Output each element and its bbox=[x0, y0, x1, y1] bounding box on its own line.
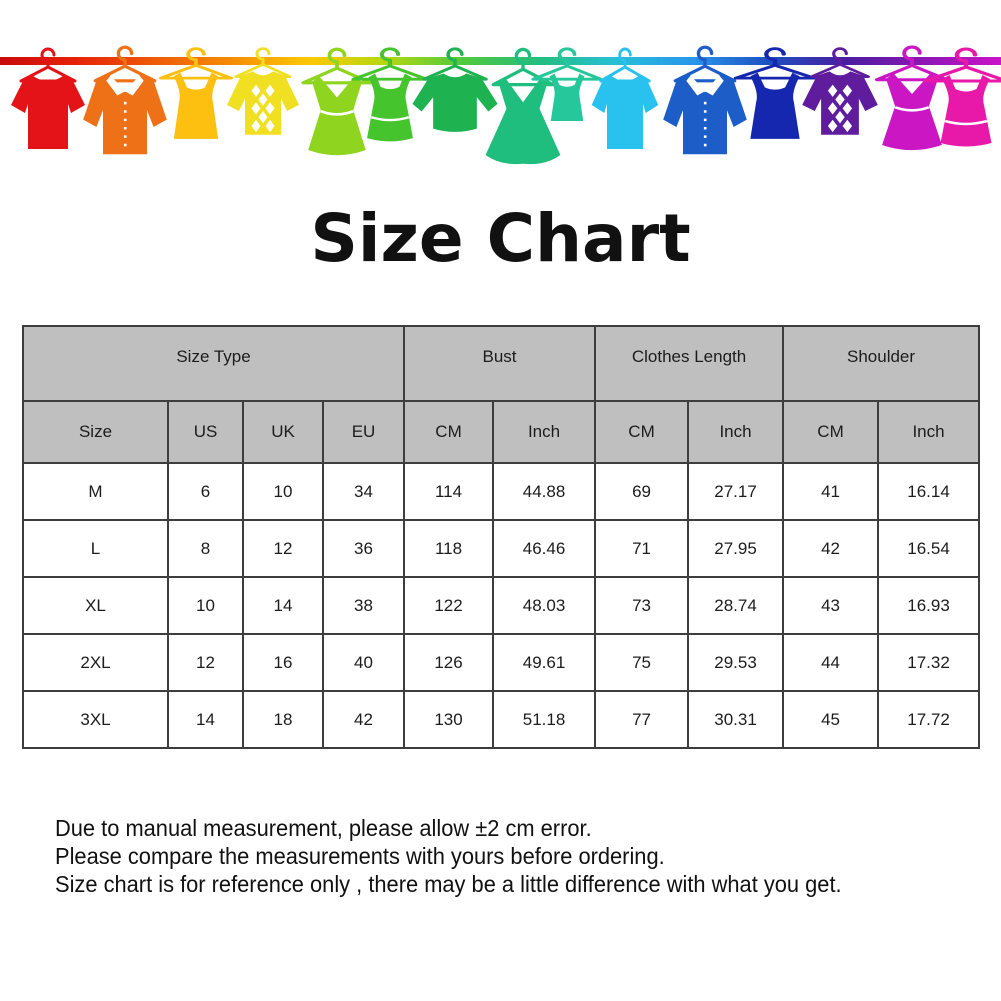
table-cell: 14 bbox=[167, 690, 244, 749]
table-body: M 6 10 34 114 44.88 69 27.17 41 16.14 L 8 12 36 118 46.… bbox=[22, 462, 981, 749]
table-cell: 16.93 bbox=[877, 576, 981, 635]
table-row: 3XL 14 18 42 130 51.18 77 30.31 45 17.72 bbox=[22, 690, 981, 749]
table-cell: 12 bbox=[242, 519, 324, 578]
column-header: Inch bbox=[492, 400, 597, 464]
table-cell: 16.14 bbox=[877, 462, 981, 521]
clothesline-rod bbox=[0, 57, 1001, 65]
table-cell: 49.61 bbox=[492, 633, 597, 692]
column-group-header: Clothes Length bbox=[594, 325, 785, 402]
table-cell: 44 bbox=[782, 633, 880, 692]
column-group-header: Size Type bbox=[21, 325, 406, 402]
table-cell: 77 bbox=[594, 690, 690, 749]
disclaimer-notes: Due to manual measurement, please allow … bbox=[55, 814, 948, 898]
table-cell: 2XL bbox=[22, 633, 169, 692]
column-group-header: Shoulder bbox=[782, 325, 981, 402]
column-header: EU bbox=[321, 400, 406, 464]
clothes-banner bbox=[0, 45, 1001, 166]
table-cell: 126 bbox=[403, 633, 495, 692]
table-cell: L bbox=[22, 519, 169, 578]
table-cell: 16 bbox=[242, 633, 324, 692]
table-cell: 12 bbox=[167, 633, 244, 692]
table-cell: 75 bbox=[594, 633, 690, 692]
table-cell: 3XL bbox=[22, 690, 169, 749]
table-cell: 118 bbox=[403, 519, 495, 578]
table-cell: 30.31 bbox=[687, 690, 785, 749]
table-cell: 8 bbox=[167, 519, 244, 578]
column-header: Size bbox=[22, 400, 169, 464]
table-cell: XL bbox=[22, 576, 169, 635]
table-cell: 27.95 bbox=[687, 519, 785, 578]
column-header: US bbox=[167, 400, 244, 464]
table-cell: 44.88 bbox=[492, 462, 597, 521]
table-cell: 38 bbox=[321, 576, 406, 635]
table-cell: 27.17 bbox=[687, 462, 785, 521]
table-cell: 42 bbox=[321, 690, 406, 749]
table-cell: 10 bbox=[242, 462, 324, 521]
table-cell: 16.54 bbox=[877, 519, 981, 578]
table-cell: 28.74 bbox=[687, 576, 785, 635]
table-cell: 17.72 bbox=[877, 690, 981, 749]
table-cell: 14 bbox=[242, 576, 324, 635]
column-header: Inch bbox=[687, 400, 785, 464]
table-cell: 114 bbox=[403, 462, 495, 521]
table-header: Size Type Bust Clothes Length Shoulder Size U… bbox=[21, 325, 981, 464]
table-cell: 17.32 bbox=[877, 633, 981, 692]
table-cell: 42 bbox=[782, 519, 880, 578]
table-cell: 45 bbox=[782, 690, 880, 749]
column-group-header: Bust bbox=[403, 325, 597, 402]
table-cell: 48.03 bbox=[492, 576, 597, 635]
table-cell: 6 bbox=[167, 462, 244, 521]
table-cell: 130 bbox=[403, 690, 495, 749]
note-line: Size chart is for reference only , there… bbox=[55, 871, 842, 897]
column-header: UK bbox=[242, 400, 324, 464]
table-cell: 46.46 bbox=[492, 519, 597, 578]
table-row: 2XL 12 16 40 126 49.61 75 29.53 44 17.32 bbox=[22, 633, 981, 692]
table-row: XL 10 14 38 122 48.03 73 28.74 43 16.93 bbox=[22, 576, 981, 635]
column-header: CM bbox=[594, 400, 690, 464]
table-cell: 73 bbox=[594, 576, 690, 635]
table-row: M 6 10 34 114 44.88 69 27.17 41 16.14 bbox=[22, 462, 981, 521]
table-cell: 29.53 bbox=[687, 633, 785, 692]
yellowgreen-dress-icon bbox=[301, 47, 373, 158]
size-table: Size Type Bust Clothes Length Shoulder Size U… bbox=[21, 325, 981, 749]
column-header: CM bbox=[403, 400, 495, 464]
table-cell: 43 bbox=[782, 576, 880, 635]
table-row: L 8 12 36 118 46.46 71 27.95 42 16.54 bbox=[22, 519, 981, 578]
column-header: Inch bbox=[877, 400, 981, 464]
note-line: Due to manual measurement, please allow … bbox=[55, 815, 592, 841]
table-cell: 36 bbox=[321, 519, 406, 578]
table-cell: 122 bbox=[403, 576, 495, 635]
table-cell: 41 bbox=[782, 462, 880, 521]
column-header: CM bbox=[782, 400, 880, 464]
page-title: Size Chart bbox=[310, 200, 691, 277]
table-cell: 18 bbox=[242, 690, 324, 749]
table-cell: 40 bbox=[321, 633, 406, 692]
note-line: Please compare the measurements with you… bbox=[55, 843, 665, 869]
table-cell: 71 bbox=[594, 519, 690, 578]
table-cell: M bbox=[22, 462, 169, 521]
teal-flared-dress-icon bbox=[483, 47, 563, 166]
table-cell: 69 bbox=[594, 462, 690, 521]
table-cell: 10 bbox=[167, 576, 244, 635]
table-cell: 51.18 bbox=[492, 690, 597, 749]
table-cell: 34 bbox=[321, 462, 406, 521]
